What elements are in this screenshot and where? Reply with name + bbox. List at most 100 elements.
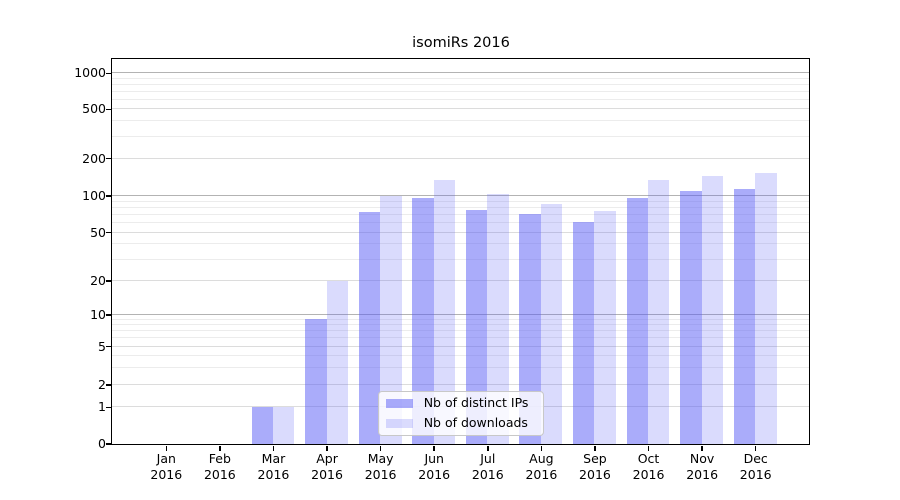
x-tick-label: May 2016 xyxy=(364,451,397,482)
bar-distinct-ips xyxy=(680,191,702,444)
bar-distinct-ips xyxy=(305,319,327,444)
y-tick-label: 10 xyxy=(90,307,106,322)
bar-downloads xyxy=(326,280,348,444)
x-tick-label: Oct 2016 xyxy=(632,451,665,482)
y-tick-mark xyxy=(105,345,112,348)
y-tick-mark xyxy=(105,231,112,234)
x-tick-label: Feb 2016 xyxy=(203,451,236,482)
gridline xyxy=(112,90,809,92)
gridline xyxy=(112,222,809,224)
x-tick-mark xyxy=(754,445,757,451)
gridline xyxy=(112,280,809,281)
y-tick-mark xyxy=(105,314,112,316)
legend-label-distinct-ips: Nb of distinct IPs xyxy=(423,395,529,410)
x-tick-mark xyxy=(647,445,650,451)
gridline xyxy=(112,108,809,110)
y-tick-mark xyxy=(105,406,112,409)
bar-downloads xyxy=(380,195,402,444)
gridline xyxy=(112,157,809,159)
gridline xyxy=(112,72,809,74)
plot-area: Nb of distinct IPs Nb of downloads xyxy=(111,57,810,445)
bar-distinct-ips xyxy=(358,212,381,444)
x-tick-mark xyxy=(433,445,435,451)
bar-downloads xyxy=(594,211,616,444)
y-tick-label: 1 xyxy=(98,399,106,415)
bar-distinct-ips xyxy=(573,221,595,444)
x-tick-label: Nov 2016 xyxy=(686,451,719,482)
gridline xyxy=(112,200,809,202)
gridline xyxy=(112,206,809,208)
bar-downloads xyxy=(487,194,509,444)
x-tick-label: Jul 2016 xyxy=(471,451,504,482)
gridline xyxy=(112,231,809,233)
y-tick-label: 50 xyxy=(90,224,106,240)
x-tick-mark xyxy=(219,445,221,451)
y-tick-label: 0 xyxy=(98,436,106,451)
bar-downloads xyxy=(540,204,563,444)
x-tick-label: Aug 2016 xyxy=(525,451,558,482)
gridline xyxy=(112,355,809,357)
legend: Nb of distinct IPs Nb of downloads xyxy=(377,390,544,436)
legend-row: Nb of distinct IPs xyxy=(385,395,535,411)
gridline xyxy=(112,330,809,332)
x-tick-label: Apr 2016 xyxy=(311,451,343,482)
y-tick-label: 200 xyxy=(82,150,106,166)
x-tick-mark xyxy=(272,445,275,451)
x-tick-mark xyxy=(594,445,596,451)
x-tick-mark xyxy=(540,445,543,451)
gridline xyxy=(112,314,809,315)
y-tick-label: 2 xyxy=(98,377,106,392)
y-tick-label: 100 xyxy=(82,188,106,203)
bar-distinct-ips xyxy=(412,197,434,444)
y-tick-mark xyxy=(105,384,112,386)
y-tick-label: 1000 xyxy=(74,65,106,81)
gridline xyxy=(112,337,809,339)
gridline xyxy=(112,324,809,326)
bar-distinct-ips xyxy=(251,406,273,444)
bar-distinct-ips xyxy=(465,210,488,444)
gridline xyxy=(112,367,809,369)
y-tick-mark xyxy=(105,157,112,160)
bar-distinct-ips xyxy=(733,189,756,444)
gridline xyxy=(112,243,809,245)
gridline xyxy=(112,384,809,385)
x-tick-label: Sep 2016 xyxy=(579,451,611,482)
y-tick-mark xyxy=(105,280,112,282)
x-tick-mark xyxy=(379,445,382,451)
bar-downloads xyxy=(701,176,723,444)
x-tick-mark xyxy=(165,445,168,451)
gridline xyxy=(112,83,809,85)
legend-swatch-distinct-ips xyxy=(385,398,413,408)
x-tick-label: Mar 2016 xyxy=(257,451,290,482)
legend-row: Nb of downloads xyxy=(385,415,535,431)
y-tick-label: 500 xyxy=(82,101,106,117)
gridline xyxy=(112,195,809,196)
gridline xyxy=(112,318,809,320)
y-tick-label: 20 xyxy=(90,273,106,288)
bar-downloads xyxy=(755,172,777,444)
y-tick-mark xyxy=(105,443,112,445)
gridline xyxy=(112,77,809,79)
x-tick-mark xyxy=(701,445,703,451)
x-tick-label: Jan 2016 xyxy=(150,451,183,482)
x-tick-label: Dec 2016 xyxy=(739,451,772,482)
gridline xyxy=(112,135,809,137)
bar-distinct-ips xyxy=(626,198,649,444)
x-tick-mark xyxy=(326,445,328,451)
legend-swatch-downloads xyxy=(385,418,413,428)
gridline xyxy=(112,98,809,100)
gridline xyxy=(112,213,809,215)
gridline xyxy=(112,345,809,347)
x-tick-mark xyxy=(487,445,489,451)
bar-downloads xyxy=(648,180,670,444)
y-tick-label: 5 xyxy=(98,338,106,354)
legend-label-downloads: Nb of downloads xyxy=(423,415,528,430)
x-tick-label: Jun 2016 xyxy=(418,451,451,482)
gridline xyxy=(112,120,809,122)
bar-downloads xyxy=(272,406,295,444)
chart-title: isomiRs 2016 xyxy=(412,35,510,51)
bar-downloads xyxy=(433,180,456,444)
y-tick-mark xyxy=(105,72,112,75)
gridline xyxy=(112,258,809,260)
